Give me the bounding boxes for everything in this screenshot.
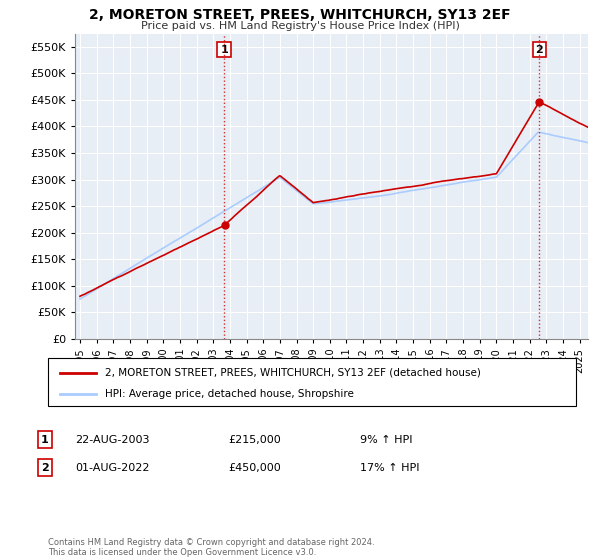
Text: 17% ↑ HPI: 17% ↑ HPI bbox=[360, 463, 419, 473]
Text: Price paid vs. HM Land Registry's House Price Index (HPI): Price paid vs. HM Land Registry's House … bbox=[140, 21, 460, 31]
Text: 2: 2 bbox=[41, 463, 49, 473]
Text: 01-AUG-2022: 01-AUG-2022 bbox=[75, 463, 149, 473]
Text: Contains HM Land Registry data © Crown copyright and database right 2024.
This d: Contains HM Land Registry data © Crown c… bbox=[48, 538, 374, 557]
Text: 1: 1 bbox=[220, 45, 228, 55]
Text: 9% ↑ HPI: 9% ↑ HPI bbox=[360, 435, 413, 445]
Text: HPI: Average price, detached house, Shropshire: HPI: Average price, detached house, Shro… bbox=[105, 389, 354, 399]
Text: £450,000: £450,000 bbox=[228, 463, 281, 473]
Text: 2, MORETON STREET, PREES, WHITCHURCH, SY13 2EF: 2, MORETON STREET, PREES, WHITCHURCH, SY… bbox=[89, 8, 511, 22]
Text: 1: 1 bbox=[41, 435, 49, 445]
Text: 2, MORETON STREET, PREES, WHITCHURCH, SY13 2EF (detached house): 2, MORETON STREET, PREES, WHITCHURCH, SY… bbox=[105, 368, 481, 377]
Text: 22-AUG-2003: 22-AUG-2003 bbox=[75, 435, 149, 445]
Text: £215,000: £215,000 bbox=[228, 435, 281, 445]
Text: 2: 2 bbox=[535, 45, 543, 55]
